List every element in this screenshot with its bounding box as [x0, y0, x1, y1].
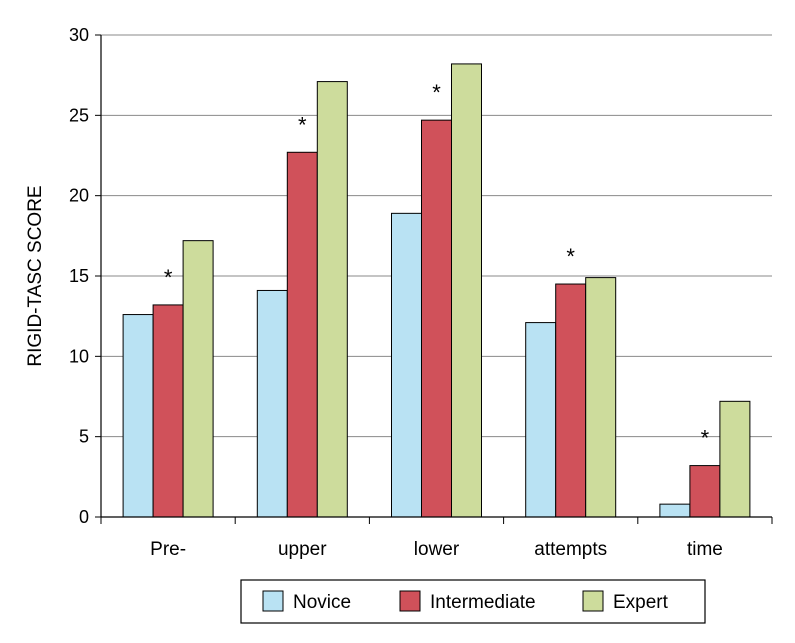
x-category-label: lower — [414, 539, 460, 560]
bar-novice-lower — [391, 212, 422, 518]
bar-novice-pre — [122, 314, 154, 518]
y-tick-label: 0 — [79, 507, 89, 527]
bar-novice-attempts — [525, 322, 557, 518]
y-tick-label: 5 — [79, 427, 89, 447]
significance-star: * — [432, 80, 441, 105]
legend-swatch-novice — [262, 590, 284, 612]
x-category-label: upper — [278, 539, 327, 560]
y-tick-label: 30 — [69, 25, 89, 45]
bar-expert-time — [719, 400, 751, 518]
bar-intermediate-attempts — [555, 283, 587, 518]
bar-expert-pre — [182, 240, 214, 518]
bar-expert-upper — [316, 81, 348, 518]
legend-label-expert: Expert — [613, 592, 669, 613]
x-category-label: time — [687, 539, 723, 560]
y-tick-labels: 0 5 10 15 20 25 30 — [69, 25, 89, 527]
legend-swatch-intermediate — [399, 590, 421, 612]
y-tick-label: 15 — [69, 266, 89, 286]
y-axis-title: RIGID-TASC SCORE — [25, 185, 46, 366]
significance-star: * — [566, 244, 575, 269]
axes — [95, 34, 773, 524]
significance-markers: * * * * * — [164, 80, 710, 450]
bar-intermediate-upper — [286, 151, 318, 518]
bar-novice-upper — [256, 289, 288, 518]
x-category-label: attempts — [534, 539, 607, 560]
bar-expert-attempts — [585, 277, 617, 518]
x-category-labels: Pre-upper lower attempts time — [150, 539, 723, 560]
legend: Novice Intermediate Expert — [240, 579, 706, 624]
y-tick-label: 10 — [69, 346, 89, 366]
legend-swatch-expert — [582, 590, 604, 612]
x-category-label: Pre- — [150, 539, 186, 560]
y-tick-label: 25 — [69, 105, 89, 125]
legend-label-intermediate: Intermediate — [430, 592, 536, 613]
bar-expert-lower — [451, 63, 482, 518]
bar-intermediate-lower — [421, 119, 452, 518]
significance-star: * — [701, 426, 710, 451]
significance-star: * — [298, 112, 307, 137]
legend-box — [240, 579, 706, 624]
bar-intermediate-time — [689, 465, 721, 518]
bar-novice-time — [659, 503, 691, 518]
legend-label-novice: Novice — [293, 592, 351, 613]
significance-star: * — [164, 265, 173, 290]
bars — [122, 63, 751, 518]
bar-intermediate-pre — [152, 304, 184, 518]
y-tick-label: 20 — [69, 186, 89, 206]
